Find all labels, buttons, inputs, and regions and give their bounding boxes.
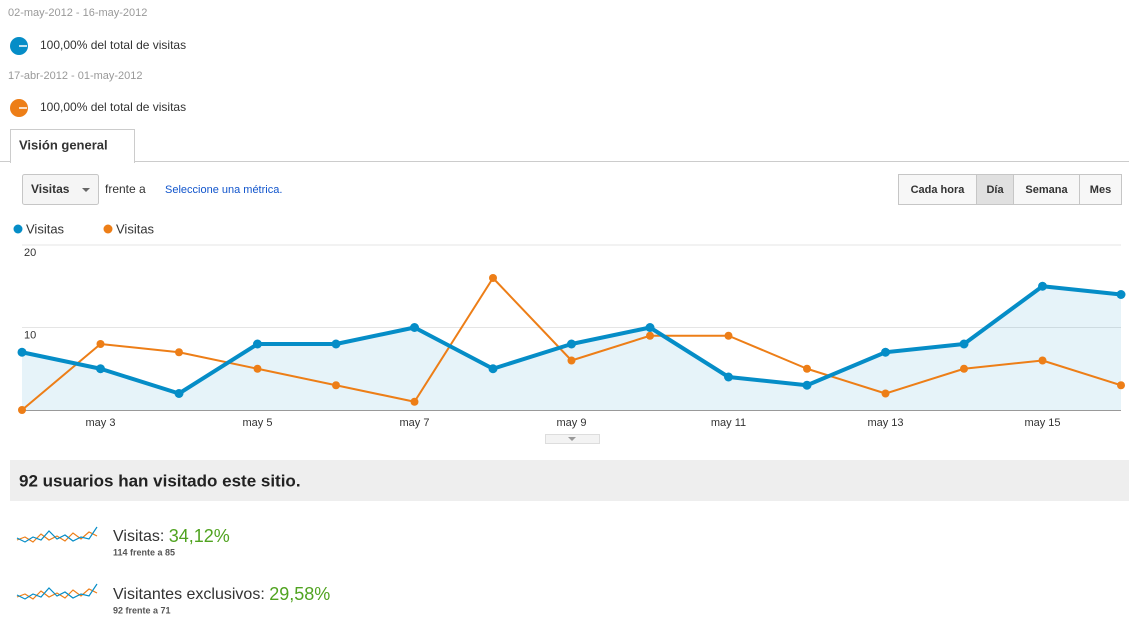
data-point[interactable] xyxy=(175,348,183,357)
data-point[interactable] xyxy=(253,364,262,373)
x-tick-label: may 9 xyxy=(557,417,587,429)
x-tick-label: may 13 xyxy=(867,417,903,429)
metric-name[interactable]: Visitas xyxy=(31,182,70,196)
data-point[interactable] xyxy=(410,323,419,332)
segment-date: 02-may-2012 - 16-may-2012 xyxy=(8,7,147,19)
x-tick-label: may 7 xyxy=(400,417,430,429)
legend-label: Visitas xyxy=(26,221,65,236)
segment-date: 17-abr-2012 - 01-may-2012 xyxy=(8,70,143,82)
data-point[interactable] xyxy=(17,347,27,357)
metric-row: Visitas: 34,12% xyxy=(113,526,230,546)
data-point[interactable] xyxy=(332,381,340,390)
y-tick-label: 20 xyxy=(24,247,36,259)
x-tick-label: may 11 xyxy=(711,417,746,429)
chart: Visitas Visitas 10 20 may 3 may 5 may 7 may 9 ma… xyxy=(13,221,1126,429)
granularity-button[interactable] xyxy=(1013,174,1080,205)
segment-label: 100,00% del total de visitas xyxy=(40,38,186,52)
tab[interactable] xyxy=(10,129,135,163)
versus-text: frente a xyxy=(105,182,146,196)
granularity-label[interactable]: Semana xyxy=(1025,184,1068,196)
data-point[interactable] xyxy=(488,364,498,374)
granularity-label[interactable]: Cada hora xyxy=(911,184,966,196)
granularity-label[interactable]: Mes xyxy=(1090,184,1111,196)
data-point[interactable] xyxy=(960,364,968,373)
data-point[interactable] xyxy=(1116,290,1126,299)
metric-name: Visitantes exclusivos: xyxy=(113,586,265,603)
granularity-group: Cada hora Día Semana Mes xyxy=(898,174,1122,205)
handle-arrow xyxy=(568,437,576,441)
metric-name: Visitas: xyxy=(113,528,164,545)
data-point[interactable] xyxy=(803,364,811,373)
data-point[interactable] xyxy=(724,331,733,340)
data-point[interactable] xyxy=(96,340,105,348)
metric-detail: 114 frente a 85 xyxy=(113,547,175,557)
data-point[interactable] xyxy=(959,339,969,349)
metric-dropdown[interactable] xyxy=(22,174,99,205)
tab-label[interactable]: Visión general xyxy=(19,137,108,152)
metric-link[interactable]: Seleccione una métrica. xyxy=(165,184,282,196)
dropdown-arrow xyxy=(82,188,90,192)
data-point[interactable] xyxy=(96,364,105,374)
granularity-button[interactable] xyxy=(976,174,1014,205)
metric-change: 29,58% xyxy=(269,584,330,604)
data-point[interactable] xyxy=(802,380,812,390)
data-point[interactable] xyxy=(174,389,184,398)
data-point[interactable] xyxy=(881,389,890,398)
summary-bar xyxy=(10,460,1129,501)
data-point[interactable] xyxy=(724,372,733,382)
y-tick-label: 10 xyxy=(24,329,36,341)
x-tick-label: may 15 xyxy=(1024,417,1060,429)
data-point[interactable] xyxy=(881,347,890,357)
summary-headline: 92 usuarios han visitado este sitio. xyxy=(19,471,301,490)
data-point[interactable] xyxy=(567,339,576,349)
data-point[interactable] xyxy=(1117,381,1125,390)
metric-change: 34,12% xyxy=(169,526,230,546)
data-point[interactable] xyxy=(410,397,419,406)
data-point[interactable] xyxy=(645,323,655,332)
sparkline-icon xyxy=(16,526,98,543)
sparkline-icon xyxy=(16,583,98,600)
granularity-button[interactable] xyxy=(1079,174,1122,205)
metric-detail: 92 frente a 71 xyxy=(113,605,171,615)
x-tick-label: may 5 xyxy=(243,417,273,429)
data-point[interactable] xyxy=(1038,281,1047,291)
granularity-label[interactable]: Día xyxy=(986,184,1004,196)
segment-label: 100,00% del total de visitas xyxy=(40,100,186,114)
data-point[interactable] xyxy=(253,339,262,349)
metric-row: Visitantes exclusivos: 29,58% xyxy=(113,584,330,604)
data-point[interactable] xyxy=(489,274,497,282)
x-tick-label: may 3 xyxy=(86,417,116,429)
data-point[interactable] xyxy=(646,331,654,340)
data-point[interactable] xyxy=(1038,356,1047,365)
legend-label: Visitas xyxy=(116,221,155,236)
legend-swatch xyxy=(13,224,23,234)
data-point[interactable] xyxy=(331,339,341,349)
data-point[interactable] xyxy=(567,356,576,365)
data-point[interactable] xyxy=(18,406,26,414)
tab-cover xyxy=(11,158,134,164)
legend-swatch xyxy=(103,224,113,234)
